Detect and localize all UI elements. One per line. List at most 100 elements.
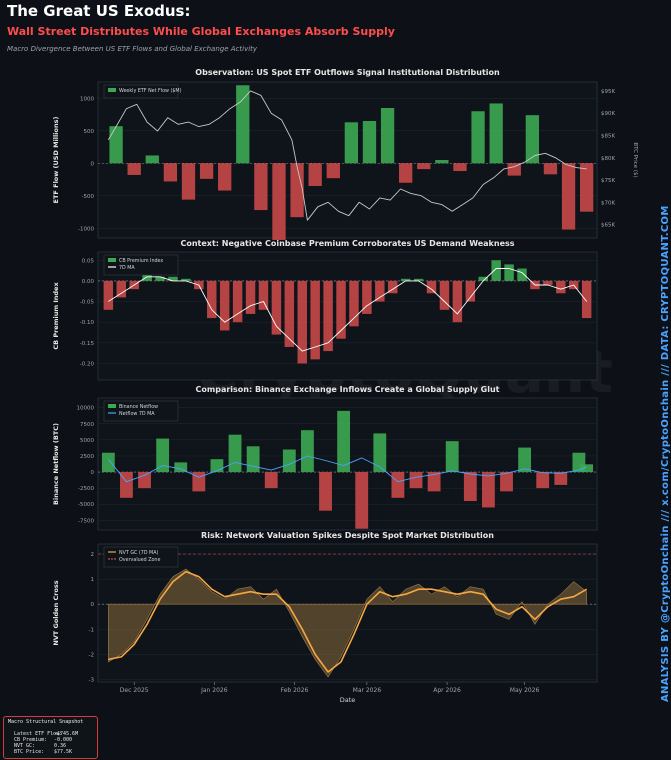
bar: [507, 163, 521, 176]
bar: [500, 472, 513, 492]
legend: Weekly ETF Net Flow ($M): [103, 84, 182, 99]
bar: [388, 280, 398, 294]
legend-swatch: [108, 88, 116, 92]
series-line: [108, 268, 588, 352]
y-tick-label: -0.10: [80, 320, 95, 326]
y-tick-label: 0.00: [82, 279, 95, 285]
bar: [362, 121, 377, 164]
bar: [543, 280, 553, 286]
bar: [264, 472, 278, 489]
bar: [375, 280, 385, 302]
bar: [210, 459, 224, 473]
snapshot-row: Latest ETF Flow: -$745.6M: [14, 731, 94, 737]
y-tick-label: 0: [91, 602, 95, 608]
snapshot-row: BTC Price: $77.5K: [14, 749, 94, 755]
x-tick-label: Apr 2026: [433, 687, 461, 694]
bar: [439, 280, 450, 310]
bar: [155, 276, 165, 281]
y-tick-label: -500: [82, 194, 95, 200]
bar: [337, 410, 351, 473]
legend-label: Netflow 7D MA: [119, 411, 155, 417]
bar: [282, 449, 296, 473]
y-tick-label: 0.05: [82, 258, 95, 264]
bar: [245, 280, 256, 314]
y-tick-label: 0: [91, 161, 95, 167]
series-line: [107, 455, 587, 483]
bar: [219, 280, 230, 331]
bar: [258, 280, 269, 310]
y-tick-label: 2500: [80, 454, 94, 460]
snapshot-box: Macro Structural Snapshot Latest ETF Flo…: [3, 716, 98, 759]
y-tick-label: 5000: [80, 438, 94, 444]
bar: [481, 472, 495, 508]
legend-box: [103, 254, 179, 276]
snapshot-title: Macro Structural Snapshot: [8, 719, 84, 725]
legend-label: Binance Netflow: [119, 404, 158, 410]
bar: [413, 278, 424, 281]
legend-label: Weekly ETF Net Flow ($M): [119, 88, 182, 94]
y-tick-label: -0.20: [80, 361, 95, 367]
y-tick-label: 0: [91, 470, 95, 476]
bar: [163, 163, 178, 182]
snapshot-label: CB Premium:: [14, 737, 48, 743]
snapshot-label: NVT GC:: [14, 743, 36, 749]
bar: [373, 433, 387, 473]
bar: [391, 472, 405, 498]
bar: [489, 103, 503, 164]
legend-swatch: [108, 404, 116, 408]
y2-tick-label: $85K: [601, 133, 615, 139]
bar: [228, 434, 242, 473]
bar: [556, 280, 566, 294]
x-axis-label: Date: [340, 696, 356, 704]
bar: [453, 163, 467, 172]
bar: [362, 280, 372, 314]
bar: [109, 126, 123, 164]
snapshot-value: -0.000: [54, 737, 73, 743]
bar: [181, 278, 191, 281]
bar: [445, 441, 459, 473]
bar: [504, 264, 514, 281]
y-axis-label: NVT Golden Cross: [52, 580, 60, 645]
legend-label: Overvalued Zone: [119, 557, 160, 563]
legend-label: CB Premium Index: [119, 258, 163, 264]
bar: [207, 280, 217, 319]
legend-box: [103, 84, 179, 99]
legend-box: [103, 400, 179, 422]
y-tick-label: -1000: [78, 226, 94, 232]
bar: [452, 280, 463, 323]
y-tick-label: 1000: [80, 96, 94, 102]
bar: [101, 452, 115, 473]
y-tick-label: -7500: [78, 518, 94, 524]
y-tick-label: 10000: [77, 406, 95, 412]
bar: [199, 163, 214, 179]
y2-tick-label: $95K: [601, 89, 615, 95]
snapshot-value: -$745.6M: [54, 731, 79, 737]
y-tick-label: 2: [91, 552, 95, 558]
bar: [297, 280, 307, 364]
nvt-area: [107, 568, 588, 678]
y2-tick-label: $65K: [601, 223, 615, 229]
bar: [138, 472, 151, 489]
y-tick-label: -0.05: [80, 300, 95, 306]
legend: NVT GC (7D MA)Overvalued Zone: [103, 546, 179, 568]
y-tick-label: -2: [89, 652, 94, 658]
bar: [319, 472, 332, 511]
y2-tick-label: $80K: [601, 156, 615, 162]
x-tick-label: Dec 2025: [120, 687, 149, 694]
bar: [168, 276, 178, 281]
series-line: [108, 570, 588, 673]
bar: [580, 464, 594, 473]
snapshot-row: CB Premium: -0.000: [14, 737, 94, 743]
bar: [127, 163, 141, 175]
bar: [554, 472, 568, 485]
bar: [284, 280, 295, 347]
bar: [232, 280, 243, 323]
side-credit-bar: ANALYSIS BY @CryptoOnchain /// x.com/Cry…: [651, 0, 671, 760]
bar: [399, 163, 413, 183]
bar: [181, 163, 196, 200]
snapshot-label: BTC Price:: [14, 749, 45, 755]
bar: [246, 446, 260, 473]
legend-box: [103, 546, 179, 568]
